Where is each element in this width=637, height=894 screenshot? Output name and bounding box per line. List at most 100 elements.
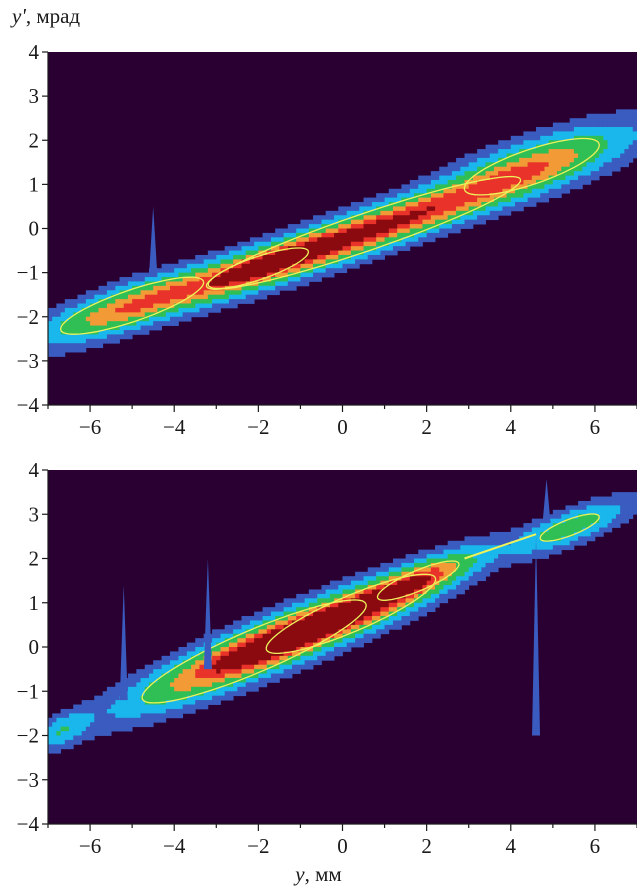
density-cell [262,633,268,639]
density-cell [241,254,247,260]
density-cell [371,607,377,612]
density-cell [620,122,625,128]
density-cell [359,638,364,643]
density-cell [106,708,112,714]
density-cell [523,531,529,537]
density-cell [178,664,184,670]
density-cell [287,250,293,256]
density-cell [56,717,62,723]
density-cell [325,246,331,251]
density-cell [136,673,141,679]
density-cell [599,500,604,506]
density-cell [258,629,263,635]
density-cell [191,660,196,666]
density-cell [165,664,171,670]
density-cell [632,500,637,506]
density-cell [426,602,432,608]
density-cell [140,272,146,278]
density-cell [270,263,276,269]
density-cell [64,299,70,304]
density-cell [220,691,226,697]
density-cell [123,281,129,287]
density-cell [203,669,209,674]
density-cell [536,549,541,555]
density-cell [153,673,158,679]
density-cell [607,131,613,137]
density-cell [178,268,184,274]
density-cell [376,219,381,225]
density-cell [174,285,179,291]
density-cell [266,241,272,247]
density-cell [359,602,364,608]
density-cell [73,316,78,322]
density-cell [401,585,407,590]
density-cell [477,157,482,163]
density-cell [237,682,242,688]
density-cell [258,611,263,617]
density-cell [519,554,524,559]
density-cell [561,122,566,128]
density-cell [409,184,415,190]
density-cell [283,633,289,639]
density-cell [582,531,587,537]
density-cell [308,277,314,282]
density-cell [439,545,444,551]
density-cell [414,554,419,559]
density-cell [363,580,369,586]
density-cell [464,202,470,207]
density-cell [245,246,251,251]
density-cell [127,722,133,728]
density-cell [430,571,436,577]
density-cell [611,122,617,128]
density-cell [582,144,587,150]
density-cell [334,237,339,243]
density-cell [170,263,175,269]
density-cell [502,536,507,542]
density-cell [106,307,112,313]
density-cell [409,206,415,212]
density-cell [359,593,364,599]
density-cell [275,624,280,630]
density-cell [544,545,550,551]
density-cell [586,140,592,146]
density-cell [270,669,276,674]
density-cell [292,642,297,648]
density-cell [586,514,592,520]
density-cell [443,571,449,577]
density-cell [414,567,419,573]
density-cell [69,744,74,750]
density-cell [338,620,343,626]
density-cell [531,171,537,176]
density-cell [287,598,293,604]
density-cell [414,228,419,234]
density-cell [174,263,179,269]
density-cell [254,633,259,639]
density-cell [586,127,592,132]
density-cell [548,514,554,520]
density-cell [498,175,503,181]
density-cell [329,215,335,221]
density-cell [287,259,293,265]
density-cell [165,682,171,688]
density-cell [506,531,512,537]
density-cell [456,157,461,163]
density-cell [388,206,394,212]
density-cell [477,576,482,582]
density-cell [334,232,339,238]
density-cell [245,277,251,282]
density-cell [270,616,276,621]
density-cell [245,677,251,683]
density-cell [443,562,449,568]
density-cell [573,523,579,528]
density-cell [451,549,457,555]
density-cell [632,153,637,159]
density-cell [308,629,314,635]
density-cell [203,312,209,318]
density-cell [371,228,377,234]
density-cell [477,153,482,159]
density-cell [540,140,545,146]
density-cell [544,157,550,163]
density-cell [203,686,209,692]
density-cell [477,197,482,203]
density-cell [485,536,491,542]
